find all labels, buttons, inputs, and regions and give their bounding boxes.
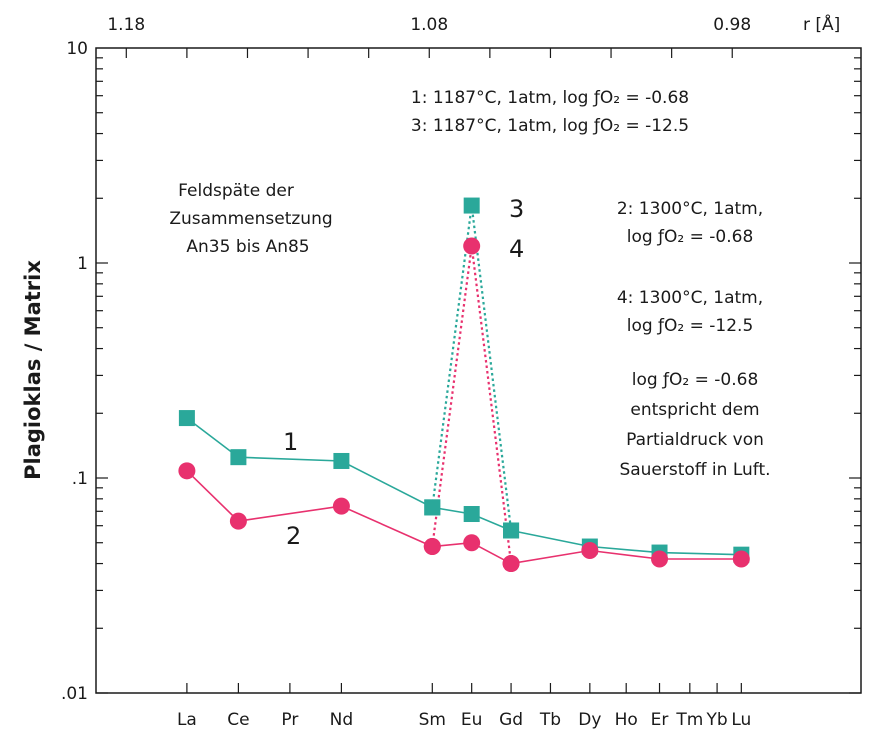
x-tick-label: Er	[651, 710, 669, 730]
y-axis-label: Plagioklas / Matrix	[21, 260, 45, 480]
x-tick-label: La	[177, 710, 197, 730]
annotation-line: log ƒO₂ = -12.5	[627, 316, 754, 336]
annotation-line: log ƒO₂ = -0.68	[627, 227, 754, 247]
plot-frame	[95, 47, 862, 694]
annotation-note: log ƒO₂ = -0.68 entspricht dem Partialdr…	[619, 370, 770, 480]
annotation-line: 1: 1187°C, 1atm, log ƒO₂ = -0.68	[411, 88, 689, 108]
series-1-point	[230, 449, 247, 466]
series-2-point	[178, 462, 196, 480]
y-tick-label: 10	[66, 39, 88, 59]
series-2-point	[732, 550, 750, 568]
annotation-line: Zusammensetzung	[169, 209, 332, 229]
annotation-line: 3: 1187°C, 1atm, log ƒO₂ = -12.5	[411, 116, 689, 136]
annotation-line: entspricht dem	[630, 400, 759, 420]
x-tick-label: Sm	[419, 710, 446, 730]
x-tick-label: Lu	[731, 710, 751, 730]
series-4-point	[502, 555, 520, 573]
axis-ticks	[96, 48, 861, 694]
series-label-4: 4	[509, 235, 524, 263]
top-tick-label: 0.98	[713, 15, 751, 35]
x-tick-label: Tb	[539, 710, 561, 730]
series-1-point	[178, 410, 195, 427]
x-tick-label: Dy	[578, 710, 601, 730]
series-3-point	[463, 197, 480, 214]
series-label-3: 3	[509, 195, 524, 223]
series-3-point	[503, 522, 520, 539]
top-tick-label: 1.08	[410, 15, 448, 35]
series-markers	[178, 197, 750, 573]
annotation-legend-4: 4: 1300°C, 1atm, log ƒO₂ = -12.5	[617, 288, 763, 336]
series-2-point	[651, 550, 669, 568]
series-label-2: 2	[286, 522, 301, 550]
x-tick-label: Tm	[675, 710, 703, 730]
series-1-point	[333, 452, 350, 469]
annotation-line: log ƒO₂ = -0.68	[632, 370, 759, 390]
annotation-line: Feldspäte der	[178, 181, 294, 201]
annotation-line: 2: 1300°C, 1atm,	[617, 199, 763, 219]
y-tick-label: 1	[77, 254, 88, 274]
annotation-legend-2: 2: 1300°C, 1atm, log ƒO₂ = -0.68	[617, 199, 763, 247]
y-tick-label: .01	[61, 684, 88, 704]
series-1-point	[463, 506, 480, 523]
series-2-point	[332, 497, 350, 515]
axis-labels: .01 .1 1 10 1.18 1.08 0.98 r [Å] La Ce Pr Nd Sm Eu Gd T…	[61, 13, 840, 730]
series-2-point	[581, 542, 599, 560]
series-4-point	[423, 538, 441, 556]
y-tick-label: .1	[72, 469, 88, 489]
series-4-point	[463, 237, 481, 255]
x-tick-label: Ho	[615, 710, 638, 730]
annotation-line: 4: 1300°C, 1atm,	[617, 288, 763, 308]
series-2-point	[463, 534, 481, 552]
top-axis-label: r [Å]	[803, 13, 840, 35]
x-tick-label: Gd	[499, 710, 523, 730]
x-tick-label: Nd	[330, 710, 354, 730]
x-tick-label: Yb	[705, 710, 727, 730]
top-tick-label: 1.18	[107, 15, 145, 35]
x-tick-label: Ce	[227, 710, 249, 730]
series-3-point	[424, 499, 441, 516]
series-2-point	[229, 512, 247, 530]
annotation-legend-13: 1: 1187°C, 1atm, log ƒO₂ = -0.68 3: 1187…	[411, 88, 689, 136]
x-tick-label: Pr	[281, 710, 298, 730]
annotation-line: Sauerstoff in Luft.	[619, 460, 770, 480]
series-labels: 1 2 3 4	[283, 195, 524, 550]
series-label-1: 1	[283, 428, 298, 456]
annotation-line: An35 bis An85	[186, 237, 309, 257]
x-tick-label: Eu	[461, 710, 483, 730]
annotation-composition: Feldspäte der Zusammensetzung An35 bis A…	[169, 181, 332, 257]
annotation-line: Partialdruck von	[626, 430, 764, 450]
